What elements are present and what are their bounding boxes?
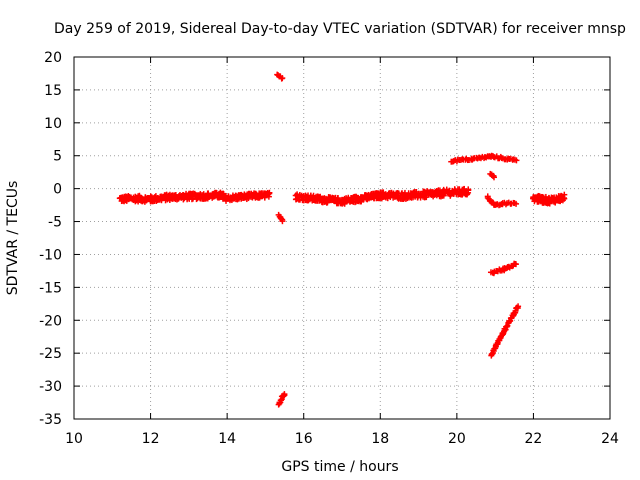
x-tick-label: 10	[65, 431, 83, 447]
data-point	[513, 200, 520, 207]
data-point	[504, 322, 511, 329]
data-points	[116, 71, 568, 408]
data-point	[490, 174, 497, 181]
x-tick-label: 18	[371, 431, 389, 447]
data-point	[515, 303, 522, 310]
y-tick-label: 20	[44, 50, 62, 66]
y-tick-label: -10	[39, 247, 62, 263]
x-axis-title: GPS time / hours	[281, 459, 398, 475]
x-tick-label: 12	[142, 431, 160, 447]
y-tick-label: 15	[44, 83, 62, 99]
y-tick-label: 5	[53, 149, 62, 165]
x-tick-label: 22	[525, 431, 543, 447]
data-point	[465, 186, 472, 193]
y-tick-label: -30	[39, 379, 62, 395]
x-tick-label: 20	[448, 431, 466, 447]
data-point	[279, 75, 286, 82]
x-tick-label: 24	[601, 431, 619, 447]
grid	[74, 57, 610, 419]
y-tick-label: 10	[44, 116, 62, 132]
x-tick-label: 14	[218, 431, 236, 447]
y-tick-label: -20	[39, 313, 62, 329]
data-point	[513, 157, 520, 164]
data-point	[266, 190, 273, 197]
data-point	[281, 391, 288, 398]
chart-title: Day 259 of 2019, Sidereal Day-to-day VTE…	[54, 21, 626, 37]
y-tick-label: -35	[39, 412, 62, 428]
data-point	[261, 194, 268, 201]
x-tick-label: 16	[295, 431, 313, 447]
y-tick-label: -25	[39, 346, 62, 362]
plot-frame	[73, 56, 611, 420]
y-tick-label: -5	[48, 215, 62, 231]
y-tick-label: -15	[39, 280, 62, 296]
data-point	[279, 218, 286, 225]
data-point	[560, 195, 567, 202]
axis-ticks: 10 12 14 16 18 20 22 24 20 15 10 5 0 -5 -10 -15 -20 -25 -3…	[39, 50, 619, 447]
y-axis-title: SDTVAR / TECUs	[5, 181, 21, 296]
data-point	[512, 261, 519, 268]
y-tick-label: 0	[53, 182, 62, 198]
